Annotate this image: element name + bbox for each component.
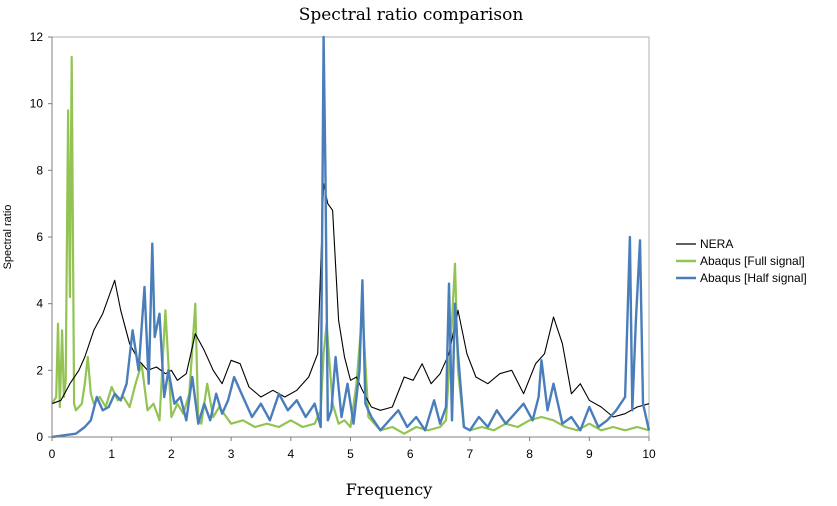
x-axis-ticks: 0 1 2 3 4 5 6 7 8 9 10	[49, 437, 656, 461]
series-group	[51, 35, 651, 439]
x-tick-label: 3	[228, 447, 235, 461]
x-tick-label: 4	[287, 447, 294, 461]
x-tick-label: 2	[168, 447, 175, 461]
y-tick-label: 4	[36, 297, 43, 311]
y-axis-label: Spectral ratio	[2, 205, 14, 270]
series-line-abaqus-full-signal	[51, 55, 650, 435]
x-tick-label: 1	[108, 447, 115, 461]
x-tick-label: 8	[526, 447, 533, 461]
x-tick-label: 7	[467, 447, 474, 461]
series-line-nera	[51, 183, 650, 418]
y-tick-label: 6	[36, 230, 43, 244]
y-tick-label: 8	[36, 163, 43, 177]
x-tick-label: 6	[407, 447, 414, 461]
series-line-abaqus-half-signal	[51, 35, 651, 439]
x-tick-label: 9	[586, 447, 593, 461]
x-tick-label: 5	[347, 447, 354, 461]
legend-label: NERA	[700, 237, 733, 251]
y-tick-label: 12	[30, 30, 44, 44]
legend: NERA Abaqus [Full signal] Abaqus [Half sig…	[676, 237, 807, 285]
y-tick-label: 2	[36, 363, 43, 377]
x-axis-label: Frequency	[346, 480, 433, 499]
plot-area	[51, 35, 651, 439]
y-axis-ticks: 0 2 4 6 8 10 12	[30, 30, 52, 444]
plot-frame	[51, 36, 650, 438]
y-tick-label: 10	[30, 97, 44, 111]
x-tick-label: 10	[642, 447, 656, 461]
y-tick-label: 0	[36, 430, 43, 444]
x-tick-label: 0	[49, 447, 56, 461]
legend-label: Abaqus [Half signal]	[700, 271, 807, 285]
chart-title: Spectral ratio comparison	[299, 5, 524, 25]
legend-label: Abaqus [Full signal]	[700, 254, 805, 268]
